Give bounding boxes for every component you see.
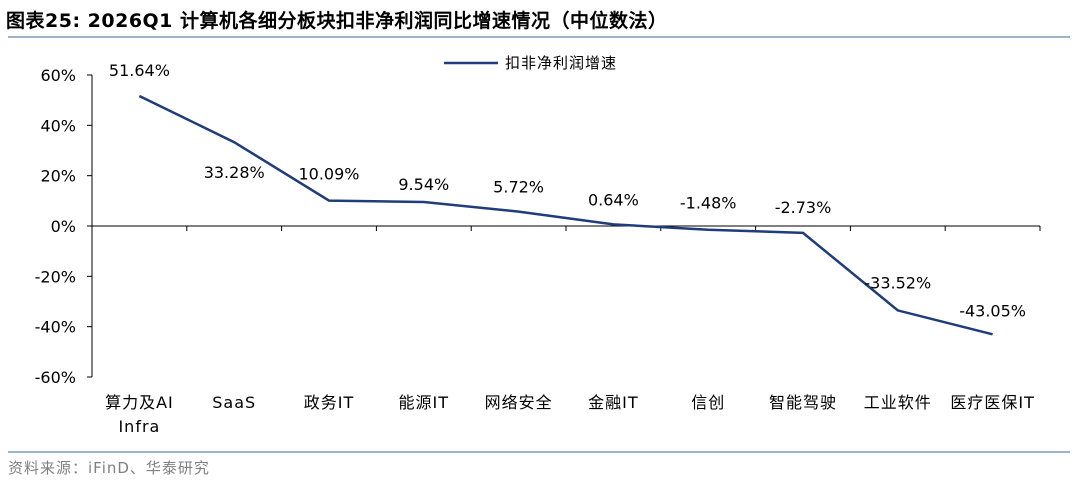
y-tick-label: 60%	[40, 66, 76, 85]
y-axis: 60% 40% 20% 0% -20% -40% -60%	[35, 66, 93, 387]
y-tick-label: 0%	[51, 217, 76, 236]
x-tick-label: 网络安全	[485, 393, 553, 412]
source-note: 资料来源：iFinD、华泰研究	[8, 459, 210, 477]
x-tick-label: SaaS	[212, 393, 256, 412]
x-tick-label: 金融IT	[588, 393, 639, 412]
y-tick-label: 40%	[40, 116, 76, 135]
y-tick-label: -60%	[35, 368, 76, 387]
x-tick-label: 信创	[691, 393, 725, 412]
x-tick-label: 工业软件	[864, 393, 932, 412]
data-label: -43.05%	[959, 301, 1026, 320]
legend: 扣非净利润增速	[444, 54, 617, 72]
data-label: 9.54%	[398, 175, 449, 194]
data-label: -1.48%	[680, 194, 737, 213]
y-tick-label: -20%	[35, 267, 76, 286]
data-label: 51.64%	[109, 61, 170, 80]
series	[138, 94, 993, 336]
data-labels: 51.64% 33.28% 10.09% 9.54% 5.72% 0.64% -1.48% -…	[109, 61, 1026, 320]
x-axis: 算力及AI Infra SaaS 政务IT 能源IT 网络安全 金融IT 信创 智能驾驶 工业软件…	[91, 225, 1041, 436]
y-tick-label: -40%	[35, 318, 76, 337]
x-tick-label: 算力及AI Infra	[105, 393, 174, 436]
y-tick-label: 20%	[40, 167, 76, 186]
data-label: -2.73%	[775, 198, 832, 217]
data-label: -33.52%	[864, 273, 931, 292]
series-line	[138, 94, 993, 336]
x-tick-label: 医疗医保IT	[950, 393, 1035, 412]
source-divider	[8, 451, 1070, 453]
data-label: 5.72%	[493, 178, 544, 197]
x-tick-label: 政务IT	[304, 393, 355, 412]
x-tick-label: 智能驾驶	[769, 393, 837, 412]
data-label: 33.28%	[204, 163, 265, 182]
x-tick-label: 能源IT	[399, 393, 450, 412]
legend-label: 扣非净利润增速	[505, 54, 617, 72]
title-divider	[8, 36, 1070, 38]
data-label: 0.64%	[588, 190, 639, 209]
data-label: 10.09%	[298, 165, 359, 184]
chart-title: 图表25: 2026Q1 计算机各细分板块扣非净利润同比增速情况（中位数法）	[6, 10, 668, 32]
